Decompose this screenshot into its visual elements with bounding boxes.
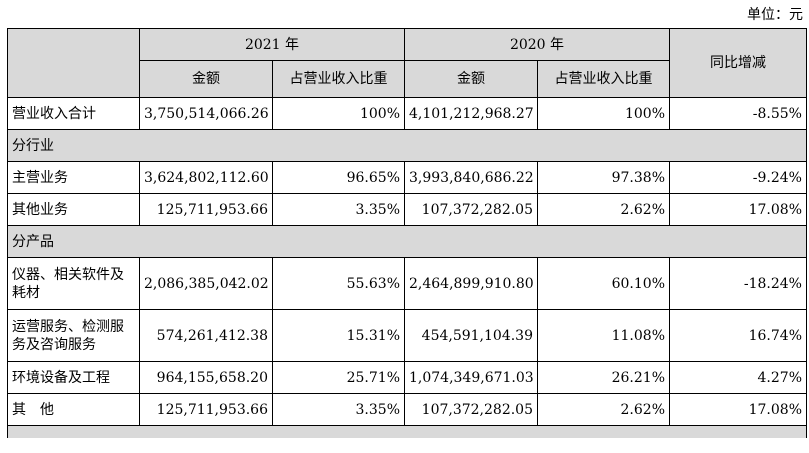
table-body: 营业收入合计 3,750,514,066.26 100% 4,101,212,968.…: [7, 97, 807, 438]
row-label: 环境设备及工程: [7, 361, 140, 394]
table-row: 运营服务、检测服务及咨询服务 574,261,412.38 15.31% 454,59…: [7, 309, 807, 362]
amount-2020-cell: 1,074,349,671.03: [404, 361, 538, 394]
yoy-cell: 4.27%: [669, 361, 807, 394]
amount-2021-cell: 3,624,802,112.60: [139, 161, 273, 194]
amount-2021-cell: 125,711,953.66: [139, 193, 273, 226]
yoy-cell: 17.08%: [669, 193, 807, 226]
header-amount-2021: 金额: [139, 60, 273, 98]
row-label: 运营服务、检测服务及咨询服务: [7, 309, 140, 362]
unit-label: 单位：元: [747, 7, 803, 23]
table-row: 环境设备及工程 964,155,658.20 25.71% 1,074,349,671…: [7, 361, 807, 394]
header-year-2021: 2021 年: [139, 28, 405, 61]
row-label: 仪器、相关软件及耗材: [7, 257, 140, 310]
ratio-2021-cell: 55.63%: [272, 257, 405, 310]
ratio-2020-cell: 26.21%: [537, 361, 670, 394]
table-row: 其 他 125,711,953.66 3.35% 107,372,282.05 2.62…: [7, 393, 807, 426]
yoy-cell: -9.24%: [669, 161, 807, 194]
filler-row: [7, 425, 807, 438]
ratio-2020-cell: 100%: [537, 97, 670, 130]
amount-2021-cell: 3,750,514,066.26: [139, 97, 273, 130]
ratio-2021-cell: 3.35%: [272, 393, 405, 426]
yoy-cell: -8.55%: [669, 97, 807, 130]
header-yoy: 同比增减: [669, 28, 807, 98]
filler-cell: [7, 425, 807, 438]
ratio-2021-cell: 96.65%: [272, 161, 405, 194]
header-ratio-2021: 占营业收入比重: [272, 60, 405, 98]
table-row: 营业收入合计 3,750,514,066.26 100% 4,101,212,968.…: [7, 97, 807, 130]
table-row: 仪器、相关软件及耗材 2,086,385,042.02 55.63% 2,464,89…: [7, 257, 807, 310]
section-label: 分产品: [7, 225, 807, 258]
row-label: 主营业务: [7, 161, 140, 194]
section-row: 分行业: [7, 129, 807, 162]
amount-2020-cell: 2,464,899,910.80: [404, 257, 538, 310]
amount-2020-cell: 3,993,840,686.22: [404, 161, 538, 194]
ratio-2020-cell: 97.38%: [537, 161, 670, 194]
ratio-2020-cell: 11.08%: [537, 309, 670, 362]
amount-2021-cell: 125,711,953.66: [139, 393, 273, 426]
revenue-table: 2021 年 2020 年 同比增减 金额 占营业收入比重 金额 占营业收入比重…: [7, 28, 807, 438]
yoy-cell: 17.08%: [669, 393, 807, 426]
table-row: 其他业务 125,711,953.66 3.35% 107,372,282.05 2.6…: [7, 193, 807, 226]
section-label: 分行业: [7, 129, 807, 162]
header-year-2020: 2020 年: [404, 28, 670, 61]
row-label: 其他业务: [7, 193, 140, 226]
amount-2020-cell: 4,101,212,968.27: [404, 97, 538, 130]
section-row: 分产品: [7, 225, 807, 258]
ratio-2021-cell: 3.35%: [272, 193, 405, 226]
header-blank-cell: [7, 28, 140, 98]
ratio-2021-cell: 25.71%: [272, 361, 405, 394]
amount-2020-cell: 107,372,282.05: [404, 393, 538, 426]
table-row: 主营业务 3,624,802,112.60 96.65% 3,993,840,686.…: [7, 161, 807, 194]
yoy-cell: -18.24%: [669, 257, 807, 310]
header-ratio-2020: 占营业收入比重: [537, 60, 670, 98]
yoy-cell: 16.74%: [669, 309, 807, 362]
ratio-2020-cell: 2.62%: [537, 393, 670, 426]
row-label: 其 他: [7, 393, 140, 426]
row-label: 营业收入合计: [7, 97, 140, 130]
header-amount-2020: 金额: [404, 60, 538, 98]
amount-2020-cell: 454,591,104.39: [404, 309, 538, 362]
ratio-2020-cell: 60.10%: [537, 257, 670, 310]
ratio-2020-cell: 2.62%: [537, 193, 670, 226]
ratio-2021-cell: 15.31%: [272, 309, 405, 362]
ratio-2021-cell: 100%: [272, 97, 405, 130]
amount-2021-cell: 574,261,412.38: [139, 309, 273, 362]
amount-2021-cell: 2,086,385,042.02: [139, 257, 273, 310]
amount-2021-cell: 964,155,658.20: [139, 361, 273, 394]
amount-2020-cell: 107,372,282.05: [404, 193, 538, 226]
